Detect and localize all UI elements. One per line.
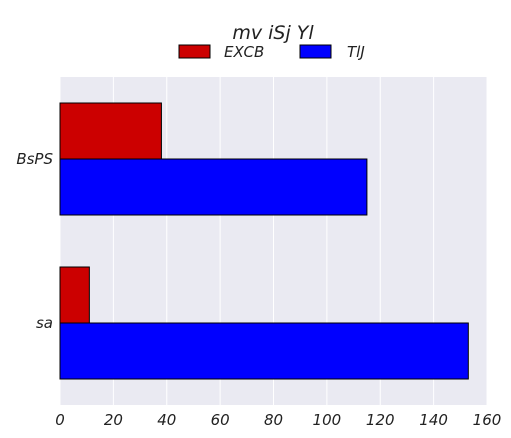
x-tick-label: 100: [313, 411, 342, 429]
x-tick-label: 60: [211, 411, 230, 429]
x-tick-label: 120: [366, 411, 395, 429]
x-tick-labels: 0 20 40 60 80 100 120 140 160: [55, 411, 501, 429]
bars: [59, 102, 469, 380]
x-tick-label: 160: [473, 411, 502, 429]
legend-label-tlj: TlJ: [347, 43, 365, 61]
bar-excb-sa: [59, 266, 90, 324]
bar-tlj-sa: [59, 322, 469, 380]
x-tick-label: 80: [264, 411, 283, 429]
legend-label-excb: EXCB: [224, 43, 264, 61]
y-tick-label: BsPS: [16, 150, 53, 168]
y-tick-labels: BsPS sa: [16, 150, 53, 332]
bar-tlj-bsps: [59, 158, 368, 216]
legend-swatch-excb: [178, 44, 211, 59]
legend-swatch-tlj: [299, 44, 332, 59]
x-tick-label: 0: [55, 411, 65, 429]
chart-title: mv iSj Yl: [232, 22, 314, 44]
y-tick-label: sa: [36, 314, 53, 332]
bar-excb-bsps: [59, 102, 162, 160]
legend: EXCB TlJ: [178, 43, 365, 61]
x-tick-label: 20: [104, 411, 123, 429]
x-tick-label: 140: [419, 411, 448, 429]
x-tick-label: 40: [157, 411, 176, 429]
